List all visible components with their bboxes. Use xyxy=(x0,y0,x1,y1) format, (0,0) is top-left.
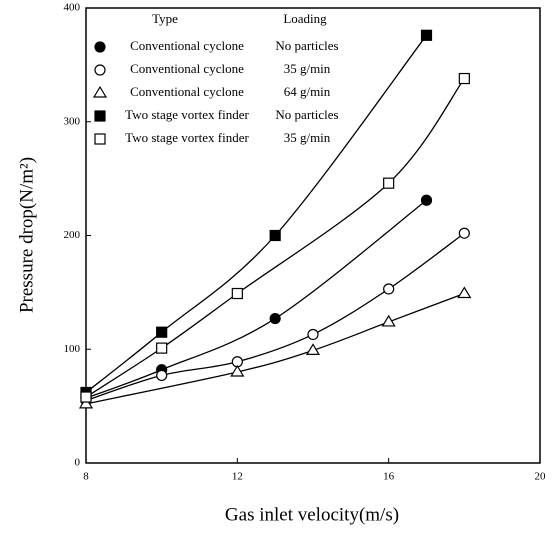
marker xyxy=(80,391,92,403)
y-tick-label: 200 xyxy=(64,229,81,241)
legend-marker xyxy=(94,110,106,122)
fit-curve xyxy=(85,292,465,405)
x-tick-label: 8 xyxy=(83,471,89,483)
legend-loading: 64 g/min xyxy=(284,84,331,99)
legend-marker xyxy=(94,133,106,145)
marker xyxy=(269,229,281,242)
legend-loading: No particles xyxy=(275,38,338,53)
legend-loading: 35 g/min xyxy=(284,61,331,76)
marker xyxy=(156,369,168,382)
legend-label: Two stage vortex finder xyxy=(125,107,249,122)
fit-curve xyxy=(85,199,427,399)
y-tick-label: 400 xyxy=(64,2,81,14)
marker xyxy=(383,177,395,189)
marker xyxy=(420,194,433,206)
legend-header: Type xyxy=(152,11,178,26)
legend-label: Conventional cyclone xyxy=(130,61,244,76)
x-tick-label: 16 xyxy=(383,471,395,483)
marker xyxy=(231,287,243,300)
marker xyxy=(458,72,470,85)
marker xyxy=(156,326,168,338)
legend-marker xyxy=(94,41,106,53)
marker xyxy=(269,312,281,325)
legend-label: Two stage vortex finder xyxy=(125,130,249,145)
marker xyxy=(305,343,321,355)
legend-label: Conventional cyclone xyxy=(130,84,244,99)
y-tick-label: 100 xyxy=(64,343,81,355)
legend-header: Loading xyxy=(283,11,327,26)
marker xyxy=(458,227,470,239)
legend-loading: No particles xyxy=(275,107,338,122)
x-tick-label: 20 xyxy=(535,471,547,483)
marker xyxy=(307,328,319,341)
legend-marker xyxy=(92,85,108,98)
legend-label: Conventional cyclone xyxy=(130,38,244,53)
marker xyxy=(156,342,168,354)
marker xyxy=(78,396,94,409)
marker xyxy=(457,286,472,299)
fit-curve xyxy=(85,78,465,398)
y-axis-label: Pressure drop(N/m²) xyxy=(16,157,37,313)
fit-curve xyxy=(85,34,428,393)
plot-frame xyxy=(85,7,541,464)
x-axis-label: Gas inlet velocity(m/s) xyxy=(225,504,399,525)
marker xyxy=(383,283,395,295)
marker xyxy=(230,364,245,377)
legend-marker xyxy=(94,64,106,76)
y-tick-label: 300 xyxy=(64,115,81,127)
y-tick-label: 0 xyxy=(75,457,81,469)
marker xyxy=(420,29,433,41)
legend-loading: 35 g/min xyxy=(284,130,331,145)
marker xyxy=(381,314,396,327)
x-tick-label: 12 xyxy=(232,471,243,483)
